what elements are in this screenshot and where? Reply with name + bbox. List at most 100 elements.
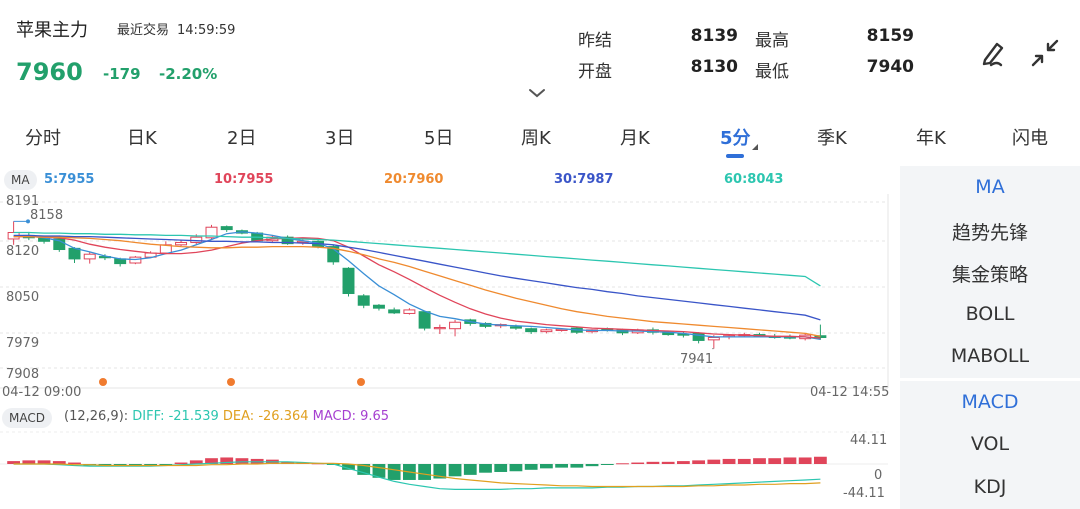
macd-axis-bottom: -44.11 xyxy=(843,486,885,501)
tab-5min[interactable]: 5分 xyxy=(720,128,751,149)
last-trade-label: 最近交易 xyxy=(117,23,170,38)
indicator-maboll[interactable]: MABOLL xyxy=(950,345,1030,367)
candle-down xyxy=(68,247,81,260)
macd-bar-down xyxy=(463,464,477,475)
macd-diff-line xyxy=(13,461,821,490)
macd-bar-down xyxy=(418,464,432,480)
macd-bar-up xyxy=(22,460,36,464)
candle-down xyxy=(418,311,431,329)
candle-down xyxy=(388,309,401,314)
tab-flash[interactable]: 闪电 xyxy=(1012,128,1048,149)
macd-bar-down xyxy=(539,464,553,469)
event-marker-dot xyxy=(227,378,235,386)
candle-up xyxy=(190,236,203,243)
high-price-marker: 8158 xyxy=(30,208,64,223)
quote-header: 苹果主力 最近交易 14:59:59 7960 -179 -2.20% 昨结 81… xyxy=(0,0,1080,110)
collapse-arrows-icon[interactable] xyxy=(1028,36,1062,70)
ma30-value: 30:7987 xyxy=(554,172,614,187)
tab-3day[interactable]: 3日 xyxy=(325,128,355,149)
macd-bar-down xyxy=(570,464,584,468)
macd-bar-up xyxy=(737,458,751,464)
candle-up xyxy=(205,226,218,239)
last-price: 7960 xyxy=(16,58,83,86)
chevron-down-icon[interactable] xyxy=(528,88,546,98)
period-dropdown-caret-icon[interactable] xyxy=(752,144,758,150)
y-axis-label-2: 8120 xyxy=(6,244,40,259)
candle-down xyxy=(53,238,66,251)
macd-bar-up xyxy=(798,457,812,464)
macd-bar-down xyxy=(585,464,599,467)
ma10-line xyxy=(13,235,821,339)
price-change-percent: -2.20% xyxy=(159,65,218,83)
y-axis-label-3: 8050 xyxy=(6,290,40,305)
period-tabs: 分时 日K 2日 3日 5日 周K 月K 5分 季K 年K 闪电 xyxy=(0,116,1080,160)
kline-chart[interactable]: MA 5:7955 10:7955 20:7960 30:7987 60:804… xyxy=(0,166,892,509)
tab-2day[interactable]: 2日 xyxy=(227,128,257,149)
macd-bar-down xyxy=(524,464,538,470)
stat-value-open: 8130 xyxy=(690,57,738,77)
macd-axis-zero: 0 xyxy=(874,468,883,483)
candle-down xyxy=(281,236,294,245)
ma5-line xyxy=(13,231,821,340)
macd-bar-up xyxy=(646,461,660,464)
tab-quarterly[interactable]: 季K xyxy=(817,128,847,149)
macd-bar-down xyxy=(159,464,173,465)
candle-up xyxy=(83,253,96,260)
indicator-macd[interactable]: MACD xyxy=(961,391,1019,413)
tab-intraday[interactable]: 分时 xyxy=(25,128,61,149)
macd-bar-down xyxy=(144,464,158,466)
stat-label-high: 最高 xyxy=(755,31,789,51)
candle-down xyxy=(525,328,538,333)
macd-bar-down xyxy=(600,464,614,465)
macd-bar-down xyxy=(494,464,508,472)
macd-axis-top: 44.11 xyxy=(850,433,888,448)
tab-daily[interactable]: 日K xyxy=(127,128,157,149)
ma-indicator-pill[interactable]: MA xyxy=(4,170,37,190)
macd-bar-up xyxy=(783,457,797,464)
macd-bar-up xyxy=(220,457,234,464)
indicator-panel: MA 趋势先锋 集金策略 BOLL MABOLL MACD VOL KDJ xyxy=(900,166,1080,509)
candle-down xyxy=(509,326,522,329)
macd-bar-up xyxy=(813,456,827,464)
macd-params: (12,26,9): xyxy=(64,409,129,424)
tab-monthly[interactable]: 月K xyxy=(620,128,650,149)
y-axis-label-min: 7908 xyxy=(6,367,40,382)
stat-value-prev-settle: 8139 xyxy=(690,26,738,46)
macd-bar-down xyxy=(357,464,371,475)
kline-canvas[interactable] xyxy=(0,166,892,509)
event-marker-dot xyxy=(99,378,107,386)
macd-bar-down xyxy=(387,464,401,480)
macd-bar-down xyxy=(342,464,355,470)
macd-bar-down xyxy=(479,464,492,473)
indicator-trend-pioneer[interactable]: 趋势先锋 xyxy=(951,222,1028,244)
tab-5day[interactable]: 5日 xyxy=(424,128,454,149)
indicator-ma[interactable]: MA xyxy=(975,176,1005,198)
high-marker-dot xyxy=(26,219,30,224)
macd-value: MACD: 9.65 xyxy=(312,409,390,424)
stat-value-low: 7940 xyxy=(866,57,914,77)
macd-bar-up xyxy=(235,458,249,464)
y-axis-label-4: 7979 xyxy=(6,336,40,351)
tab-yearly[interactable]: 年K xyxy=(916,128,946,149)
ma60-line xyxy=(13,231,821,287)
macd-bar-up xyxy=(768,458,782,464)
macd-indicator-pill[interactable]: MACD xyxy=(2,408,52,428)
candle-up xyxy=(540,329,553,333)
macd-bar-down xyxy=(448,464,462,477)
macd-dea-line xyxy=(13,462,821,488)
indicator-kdj[interactable]: KDJ xyxy=(973,476,1007,498)
contract-title: 苹果主力 xyxy=(16,20,88,41)
low-price-marker: 7941 xyxy=(680,352,714,367)
tab-weekly[interactable]: 周K xyxy=(521,128,551,149)
macd-bar-up xyxy=(68,462,81,464)
last-trade: 最近交易 14:59:59 xyxy=(117,19,235,38)
draw-pen-icon[interactable] xyxy=(977,36,1011,70)
indicator-boll[interactable]: BOLL xyxy=(965,303,1015,325)
ma5-value: 5:7955 xyxy=(44,172,95,187)
candle-up xyxy=(175,241,188,246)
stat-label-low: 最低 xyxy=(755,62,789,82)
indicator-gold-strategy[interactable]: 集金策略 xyxy=(951,264,1028,286)
macd-diff-value: DIFF: -21.539 xyxy=(132,409,219,424)
indicator-vol[interactable]: VOL xyxy=(970,433,1010,455)
active-tab-indicator xyxy=(726,154,744,158)
